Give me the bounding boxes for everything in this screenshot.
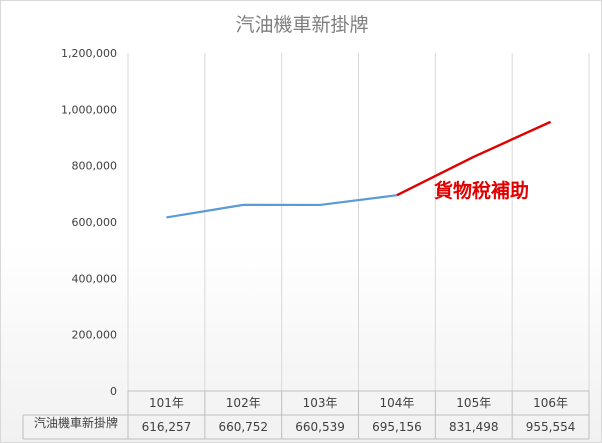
data-table-cell: 955,554 (526, 420, 576, 434)
series-lines (166, 120, 552, 219)
y-tick-label: 200,000 (72, 329, 118, 342)
series-line-highlight (396, 120, 552, 197)
data-table-cell: 831,498 (449, 420, 499, 434)
y-tick-label: 0 (110, 385, 117, 398)
y-tick-label: 400,000 (72, 272, 118, 285)
y-tick-label: 1,200,000 (61, 47, 117, 60)
data-table-cell: 616,257 (142, 420, 192, 434)
category-label: 104年 (379, 396, 414, 410)
y-tick-label: 1,000,000 (61, 103, 117, 116)
category-label: 103年 (303, 396, 338, 410)
category-label: 101年 (149, 396, 184, 410)
data-table-values: 616,257 660,752 660,539 695,156 831,498 955,5… (142, 420, 576, 434)
annotation-label: 貨物稅補助 (434, 179, 529, 202)
data-table-cell: 660,752 (218, 420, 268, 434)
y-axis-ticks: 0 200,000 400,000 600,000 800,000 1,000,000 1,… (61, 47, 117, 398)
category-labels: 101年 102年 103年 104年 105年 106年 (149, 396, 568, 410)
data-table-grid (22, 390, 590, 440)
data-table-row-header: 汽油機車新掛牌 (34, 415, 118, 430)
gridlines (127, 53, 590, 391)
category-label: 102年 (226, 396, 261, 410)
y-tick-label: 600,000 (72, 216, 118, 229)
y-tick-label: 800,000 (72, 160, 118, 173)
category-label: 106年 (533, 396, 568, 410)
category-label: 105年 (456, 396, 491, 410)
data-table-cell: 695,156 (372, 420, 422, 434)
chart-title: 汽油機車新掛牌 (235, 14, 368, 36)
data-table-cell: 660,539 (295, 420, 345, 434)
series-line-base (166, 194, 398, 219)
